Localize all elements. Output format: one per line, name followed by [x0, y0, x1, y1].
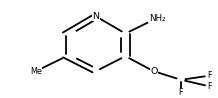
Text: F: F [207, 71, 211, 80]
Text: F: F [207, 82, 211, 91]
Text: N: N [92, 12, 99, 21]
Text: O: O [150, 67, 157, 76]
Text: F: F [179, 88, 183, 97]
Text: Me: Me [30, 67, 42, 76]
Text: NH₂: NH₂ [149, 14, 165, 23]
